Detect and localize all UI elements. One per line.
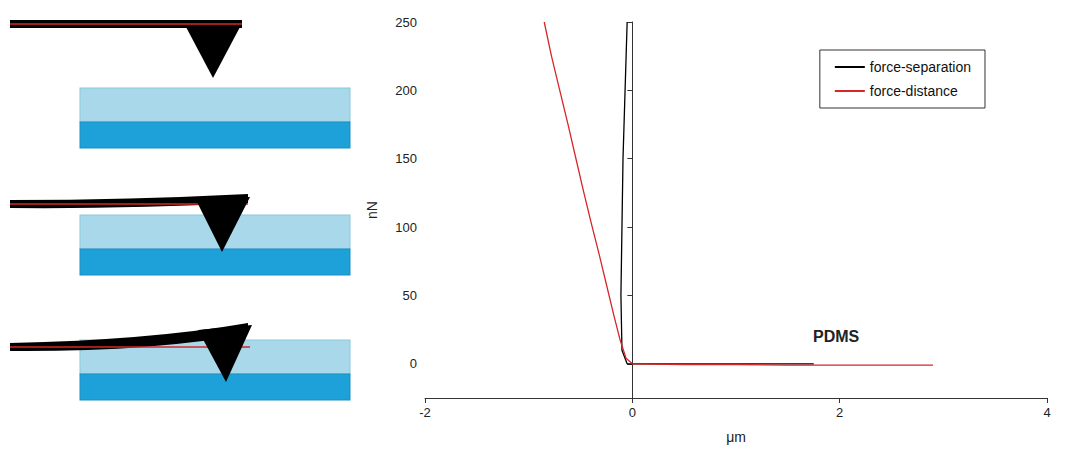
svg-text:PDMS: PDMS <box>813 328 860 345</box>
svg-text:250: 250 <box>395 15 417 30</box>
svg-text:200: 200 <box>395 83 417 98</box>
svg-text:150: 150 <box>395 151 417 166</box>
svg-text:force-distance: force-distance <box>870 83 958 99</box>
svg-text:4: 4 <box>1043 405 1050 420</box>
svg-text:force-separation: force-separation <box>870 59 971 75</box>
svg-text:0: 0 <box>629 405 636 420</box>
svg-text:nN: nN <box>364 201 380 219</box>
svg-text:0: 0 <box>410 356 417 371</box>
svg-text:50: 50 <box>403 288 417 303</box>
svg-text:2: 2 <box>836 405 843 420</box>
svg-text:100: 100 <box>395 220 417 235</box>
svg-text:μm: μm <box>726 429 746 445</box>
svg-text:-2: -2 <box>419 405 431 420</box>
